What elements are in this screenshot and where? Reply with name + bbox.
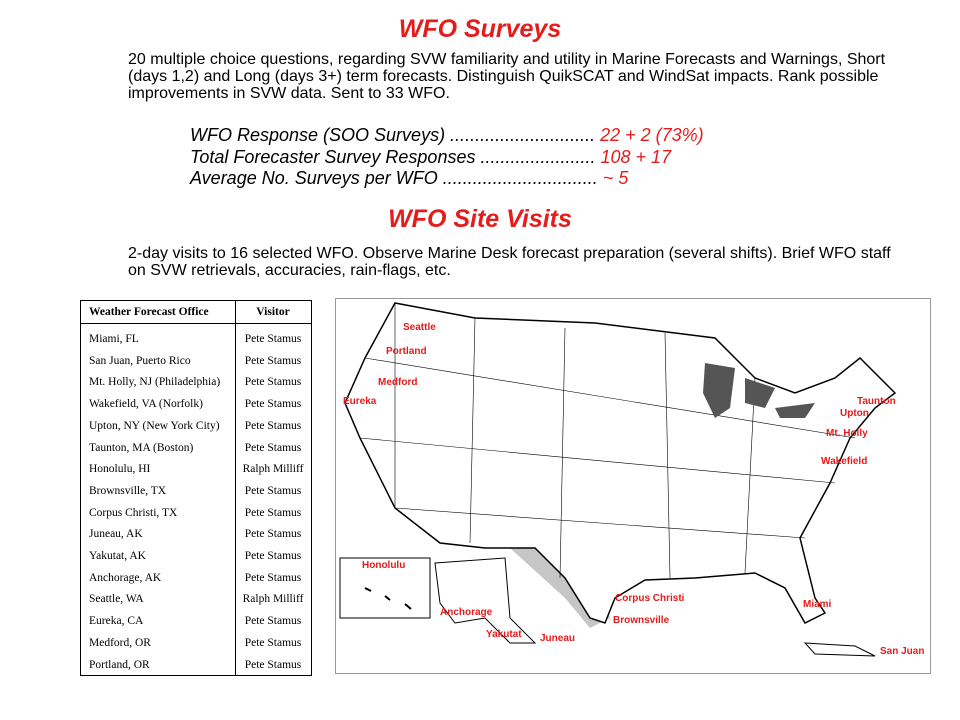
surveys-title: WFO Surveys [398,15,562,43]
stat-line: Total Forecaster Survey Responses ......… [190,147,671,168]
map-label: Upton [840,408,869,419]
table-cell: Mt. Holly, NJ (Philadelphia) [89,376,221,389]
table-cell: Honolulu, HI [89,463,151,476]
map-label: Seattle [403,322,436,333]
map-label: San Juan [880,646,924,657]
table-cell: Seattle, WA [89,593,144,606]
table-cell: Juneau, AK [89,528,143,541]
header-rule [81,323,311,324]
hawaii [364,587,412,610]
table-cell: Upton, NY (New York City) [89,419,220,432]
map-label: Anchorage [440,607,493,618]
stat-label: Average No. Surveys per WFO ............… [190,168,598,188]
table-cell: Medford, OR [89,636,151,649]
column-divider [235,301,236,675]
table-cell: Pete Stamus [244,419,302,432]
stat-line: Average No. Surveys per WFO ............… [190,168,628,189]
map-label: Corpus Christi [615,593,685,604]
header-cell: Weather Forecast Office [89,306,209,318]
map-label: Mt. Holly [826,428,868,439]
table-cell: Brownsville, TX [89,484,167,497]
table-cell: Pete Stamus [244,636,302,649]
great-lakes [703,363,815,418]
map-label: Taunton [857,396,896,407]
surveys-description: 20 multiple choice questions, regarding … [128,51,886,102]
table-cell: Pete Stamus [244,571,302,584]
visits-description: 2-day visits to 16 selected WFO. Observe… [128,245,891,279]
map-label: Yakutat [486,629,522,640]
map-label: Miami [803,599,832,610]
visits-title: WFO Site Visits [388,205,572,233]
table-cell: Pete Stamus [244,506,302,519]
map-label: Juneau [540,633,575,644]
table-cell: Pete Stamus [244,333,302,345]
table-cell: Taunton, MA (Boston) [89,441,194,454]
caribbean [803,642,876,657]
map-label: Honolulu [362,560,405,571]
table-cell: Pete Stamus [244,550,302,562]
alaska [434,557,537,644]
table-cell: Pete Stamus [244,528,302,541]
table-cell: Pete Stamus [244,615,302,628]
stat-label: Total Forecaster Survey Responses ......… [190,146,596,167]
stat-value: 108 + 17 [600,146,672,167]
stat-line: WFO Response (SOO Surveys) .............… [190,125,704,146]
header-cell: Visitor [256,306,290,318]
hawaii-inset [339,557,431,619]
table-cell: Pete Stamus [244,376,302,389]
table-cell: Pete Stamus [244,658,302,671]
table-cell: San Juan, Puerto Rico [89,354,191,367]
table-cell: Pete Stamus [244,484,302,497]
table-cell: Eureka, CA [89,615,144,628]
table-cell: Pete Stamus [244,398,302,411]
table-cell: Corpus Christi, TX [89,506,178,519]
stat-label: WFO Response (SOO Surveys) .............… [190,125,596,145]
map-label: Medford [378,377,417,388]
table-cell: Anchorage, AK [89,571,162,584]
table-cell: Ralph Milliff [242,463,304,476]
map-label: Brownsville [613,615,670,626]
table-cell: Ralph Milliff [242,593,304,606]
map-label: Eureka [343,396,377,407]
table-cell: Yakutat, AK [89,550,146,562]
table-cell: Pete Stamus [244,354,302,367]
state-lines [359,303,856,579]
table-cell: Miami, FL [89,333,139,345]
map-label: Wakefield [821,456,867,467]
stat-value: ~ 5 [602,168,629,188]
map-label: Portland [386,346,427,357]
table-cell: Wakefield, VA (Norfolk) [89,398,203,411]
table-cell: Portland, OR [89,658,150,671]
table: Weather Forecast Office Visitor Miami, FL P… [80,300,312,676]
table-cell: Pete Stamus [244,441,302,454]
stat-value: 22 + 2 (73%) [600,125,704,145]
